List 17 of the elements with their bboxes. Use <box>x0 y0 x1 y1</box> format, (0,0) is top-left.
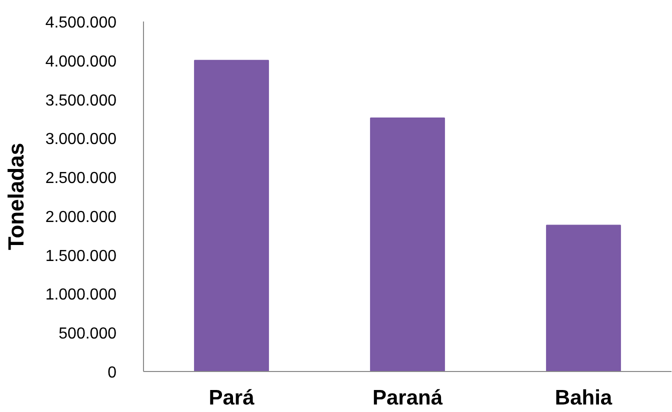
x-tick-label: Paraná <box>372 386 443 410</box>
y-tick-label: 3.000.000 <box>45 131 117 148</box>
y-tick-label: 1.500.000 <box>45 248 117 265</box>
x-tick-label: Bahia <box>554 386 612 410</box>
x-tick-label: Pará <box>208 386 255 410</box>
y-tick-label: 4.500.000 <box>45 14 117 32</box>
bar <box>546 224 621 372</box>
y-tick-label: 0 <box>108 364 117 382</box>
bar <box>370 117 445 372</box>
y-tick-label: 4.000.000 <box>45 53 117 70</box>
y-tick-label: 1.000.000 <box>45 286 117 304</box>
y-axis-title: Toneladas <box>3 142 28 250</box>
y-tick-label: 2.500.000 <box>45 170 117 188</box>
y-tick-label: 3.500.000 <box>45 92 117 110</box>
y-tick-label: 2.000.000 <box>45 208 117 226</box>
bar <box>194 60 269 372</box>
y-tick-label: 500.000 <box>58 326 117 343</box>
